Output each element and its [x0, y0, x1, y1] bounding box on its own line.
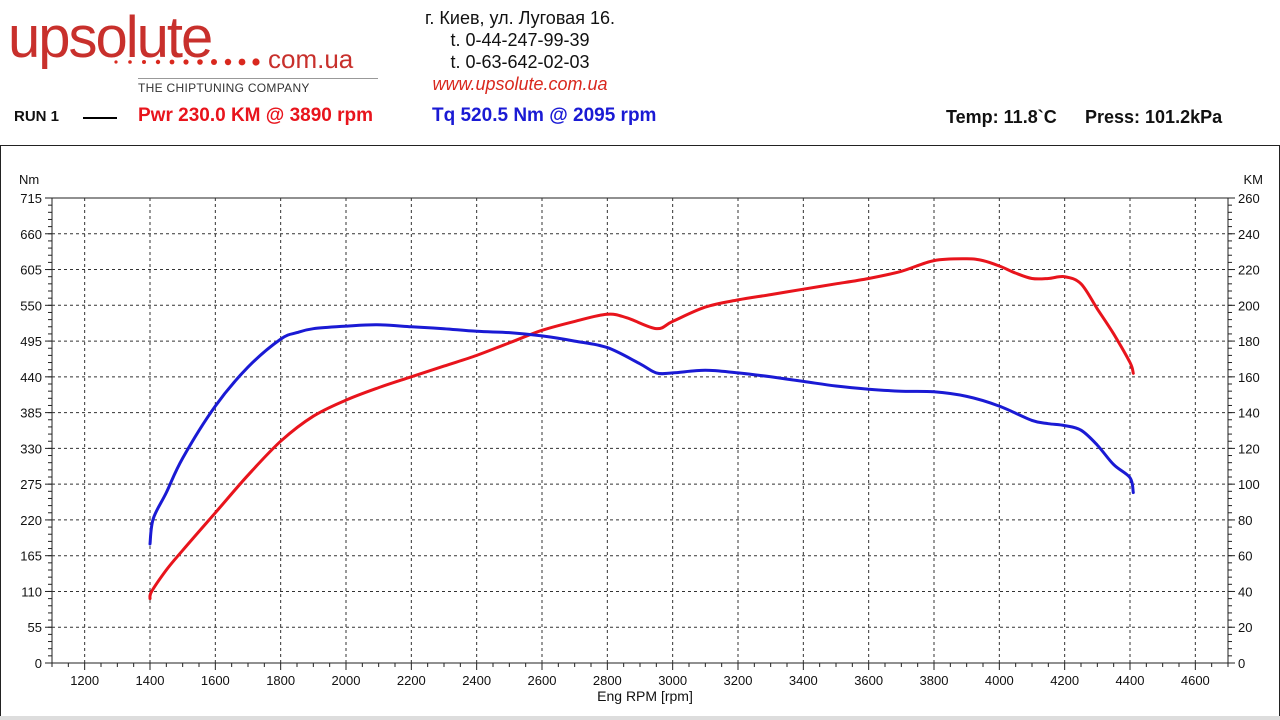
y-left-tick-label: 550 [20, 298, 42, 313]
y-left-tick-label: 385 [20, 406, 42, 421]
bottom-scrollbar [0, 716, 1280, 720]
series-line-pwr [148, 257, 1135, 601]
y-left-tick-label: 0 [35, 656, 42, 671]
x-tick-label: 2000 [332, 673, 361, 688]
y-left-tick-label: 220 [20, 513, 42, 528]
address-text: г. Киев, ул. Луговая 16. [425, 8, 615, 28]
x-tick-label: 3000 [658, 673, 687, 688]
x-tick-label: 1600 [201, 673, 230, 688]
x-tick-label: 3400 [789, 673, 818, 688]
website-link[interactable]: www.upsolute.com.ua [432, 74, 608, 94]
x-tick-label: 4200 [1050, 673, 1079, 688]
y-right-tick-label: 140 [1238, 406, 1260, 421]
x-axis-label: Eng RPM [rpm] [597, 688, 693, 704]
run-label: RUN 1 [14, 108, 60, 125]
x-tick-label: 3800 [920, 673, 949, 688]
pressure-readout: Press: 101.2kPa [1085, 107, 1223, 127]
y-left-axis-label: Nm [19, 172, 39, 187]
y-right-axis-label: KM [1244, 172, 1264, 187]
y-left-tick-label: 275 [20, 477, 42, 492]
x-tick-label: 2400 [462, 673, 491, 688]
y-left-tick-label: 495 [20, 334, 42, 349]
logo-divider [138, 78, 378, 79]
logo-wordmark: upsolute [8, 5, 213, 70]
y-right-tick-label: 80 [1238, 513, 1252, 528]
logo-tagline: THE CHIPTUNING COMPANY [138, 81, 310, 95]
y-left-tick-label: 330 [20, 441, 42, 456]
y-right-tick-label: 100 [1238, 477, 1260, 492]
x-tick-label: 2800 [593, 673, 622, 688]
run-legend-line [83, 117, 117, 119]
x-tick-label: 2600 [528, 673, 557, 688]
torque-summary: Tq 520.5 Nm @ 2095 rpm [432, 105, 657, 126]
y-right-tick-label: 160 [1238, 370, 1260, 385]
x-tick-label: 4400 [1116, 673, 1145, 688]
logo-dots-decoration [114, 58, 260, 66]
y-right-tick-label: 260 [1238, 191, 1260, 206]
x-tick-label: 4000 [985, 673, 1014, 688]
y-left-tick-label: 110 [21, 584, 42, 599]
series-line-tq [148, 323, 1135, 546]
phone-secondary: t. 0-63-642-02-03 [450, 52, 590, 72]
y-right-tick-label: 200 [1238, 298, 1260, 313]
x-tick-label: 1200 [70, 673, 99, 688]
dyno-chart: 1200 1400 1600 1800 2000 2200 2400 2600 2800 3000… [19, 172, 1264, 704]
x-tick-label: 1400 [136, 673, 165, 688]
y-left-tick-label: 55 [28, 620, 42, 635]
x-tick-label: 2200 [397, 673, 426, 688]
y-left-tick-label: 605 [20, 263, 42, 278]
y-left-tick-label: 715 [20, 191, 42, 206]
y-right-tick-label: 240 [1238, 227, 1260, 242]
power-summary: Pwr 230.0 KM @ 3890 rpm [138, 105, 374, 126]
y-right-tick-label: 180 [1238, 334, 1260, 349]
temperature-readout: Temp: 11.8`C [946, 107, 1057, 127]
logo-domain: com.ua [268, 44, 354, 74]
y-right-tick-label: 0 [1238, 656, 1245, 671]
x-tick-label: 4600 [1181, 673, 1210, 688]
y-right-tick-label: 20 [1238, 620, 1252, 635]
x-tick-label: 3200 [724, 673, 753, 688]
y-left-tick-label: 440 [20, 370, 42, 385]
x-tick-label: 3600 [854, 673, 883, 688]
y-right-tick-label: 40 [1238, 584, 1252, 599]
y-right-tick-label: 220 [1238, 263, 1260, 278]
y-right-tick-label: 60 [1238, 549, 1252, 564]
x-tick-label: 1800 [266, 673, 295, 688]
y-left-tick-label: 660 [20, 227, 42, 242]
y-right-tick-label: 120 [1238, 441, 1260, 456]
plot-border [51, 197, 1229, 664]
chart-frame: 1200 1400 1600 1800 2000 2200 2400 2600 2800 3000… [0, 145, 1280, 717]
y-left-tick-label: 165 [20, 549, 42, 564]
phone-primary: t. 0-44-247-99-39 [450, 30, 590, 50]
